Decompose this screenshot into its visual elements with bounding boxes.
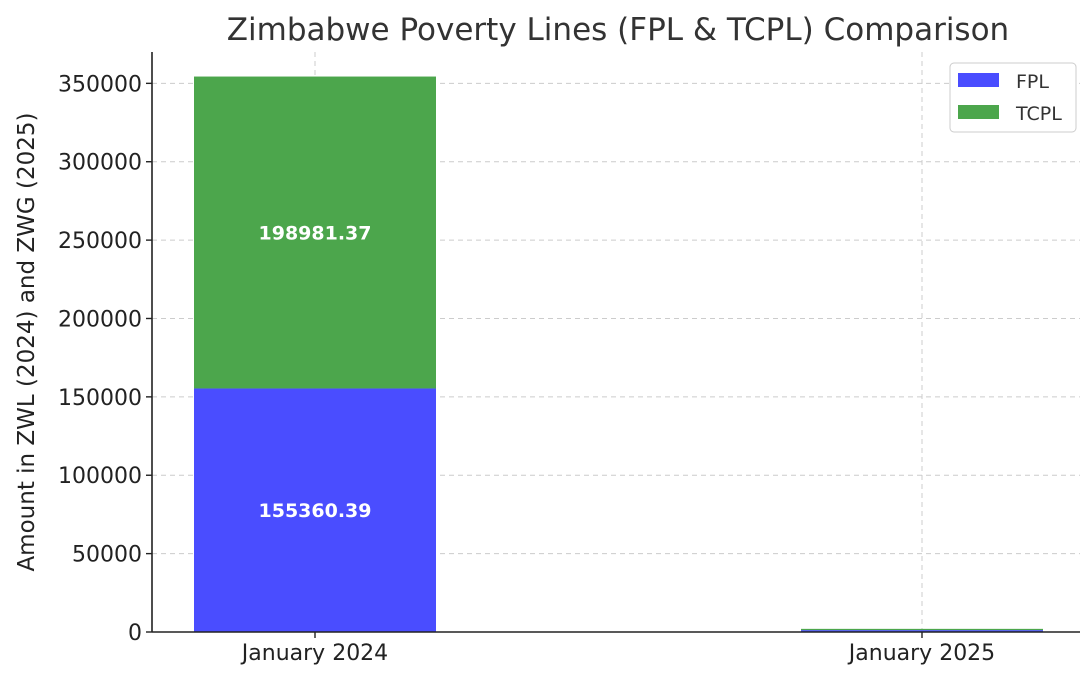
y-tick-label-5: 250000 — [58, 229, 142, 254]
bar-value-labels: 155360.39 198981.37 — [259, 223, 372, 523]
bar-tcpl-1 — [801, 628, 1043, 631]
y-tick-labels: 0 50000 100000 150000 200000 250000 300000 3500… — [58, 72, 152, 646]
legend-swatch-tcpl — [958, 105, 999, 119]
y-tick-label-6: 300000 — [58, 151, 142, 176]
y-tick-label-0: 0 — [128, 621, 142, 646]
bar-value-label-fpl-0: 155360.39 — [259, 500, 372, 522]
chart-title: Zimbabwe Poverty Lines (FPL & TCPL) Comp… — [227, 12, 1009, 48]
legend-label-fpl: FPL — [1016, 71, 1049, 93]
bar-value-label-tcpl-0: 198981.37 — [259, 223, 372, 245]
bar-tcpl-0 — [194, 76, 436, 389]
legend-swatch-fpl — [958, 73, 999, 87]
x-tick-labels: January 2024 January 2025 — [240, 632, 995, 666]
legend: FPL TCPL — [949, 62, 1077, 133]
y-tick-label-3: 150000 — [58, 386, 142, 411]
axes — [151, 52, 1080, 633]
bar-fpl-1 — [801, 630, 1043, 632]
bars — [194, 76, 1043, 632]
bar-fpl-0 — [194, 388, 436, 632]
x-tick-label-1: January 2025 — [847, 641, 995, 666]
y-tick-label-1: 50000 — [72, 543, 142, 568]
y-tick-label-2: 100000 — [58, 464, 142, 489]
x-tick-label-0: January 2024 — [240, 641, 388, 666]
y-axis-label: Amount in ZWL (2024) and ZWG (2025) — [14, 112, 40, 571]
legend-label-tcpl: TCPL — [1015, 103, 1062, 125]
y-tick-label-4: 200000 — [58, 307, 142, 332]
y-tick-label-7: 350000 — [58, 72, 142, 97]
